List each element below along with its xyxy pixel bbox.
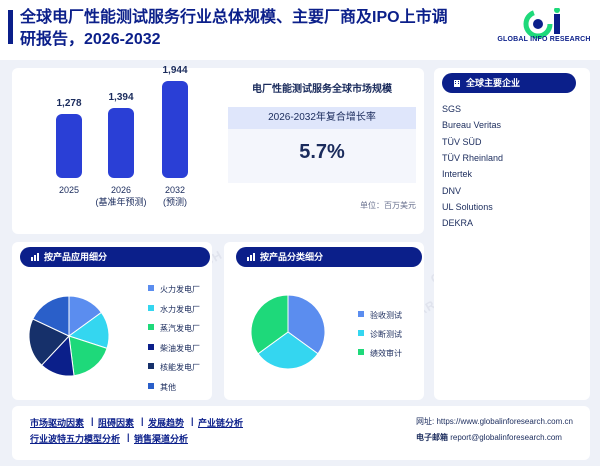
bar-2026	[108, 108, 134, 178]
bar-value-label: 1,394	[108, 92, 134, 104]
company-logo	[523, 8, 560, 39]
legend-label: 火力发电厂	[160, 285, 200, 294]
market-title: 电厂性能测试服务全球市场规模	[252, 84, 392, 95]
bar-value-label: 1,278	[56, 98, 82, 110]
companies-panel	[434, 68, 590, 400]
legend-swatch	[148, 363, 154, 369]
bar-2032	[162, 80, 188, 178]
email-row: 电子邮箱 report@globalinforesearch.com	[416, 432, 562, 443]
header: 全球电厂性能测试服务行业总体规模、主要厂商及IPO上市调研报告，2026-203…	[0, 0, 600, 60]
company-item: TÜV Rheinland	[442, 152, 504, 163]
product-title: 按产品分类细分	[260, 252, 324, 262]
legend-swatch	[148, 285, 154, 291]
legend-label: 诊断测试	[370, 330, 402, 339]
pie-slice	[68, 335, 108, 376]
legend-item: 验收测试	[358, 310, 402, 321]
company-item: DNV	[442, 185, 462, 196]
footer-panel	[12, 406, 590, 460]
companies-header: 全球主要企业	[442, 73, 576, 93]
legend-label: 柴油发电厂	[160, 343, 200, 353]
legend-swatch	[358, 349, 364, 355]
pie-slice	[28, 318, 70, 366]
companies-title: 全球主要企业	[466, 78, 521, 88]
application-title: 按产品应用细分	[44, 252, 108, 262]
legend-label: 绩效审计	[370, 349, 402, 358]
unit-label: 单位：百万美元	[360, 201, 416, 210]
legend-swatch	[358, 311, 364, 317]
link-underline	[148, 427, 184, 428]
legend-swatch	[358, 330, 364, 336]
link-separator: |	[141, 416, 144, 426]
link-underline	[30, 443, 120, 444]
company-item: DEKRA	[442, 218, 474, 229]
footer-link[interactable]: 销售渠道分析	[134, 434, 189, 444]
company-item: Bureau Veritas	[442, 120, 502, 131]
website-text: 网址: https://www.globalinforesearch.com.c…	[416, 417, 573, 426]
bar-value-label: 1,944	[162, 64, 188, 76]
product-pie-chart	[250, 294, 326, 370]
company-item: TÜV SÜD	[442, 136, 482, 147]
chart-icon	[31, 253, 39, 261]
pie-slice	[250, 294, 289, 355]
footer-link[interactable]: 行业波特五力模型分析	[30, 434, 121, 444]
email-text: report@globalinforesearch.com	[450, 433, 562, 442]
footer-link[interactable]: 发展趋势	[148, 418, 185, 428]
legend-item: 蒸汽发电厂	[148, 323, 200, 334]
footer-link[interactable]: 产业链分析	[198, 418, 244, 428]
company-item: SGS	[442, 104, 462, 114]
legend-label: 其他	[160, 382, 176, 392]
bar-category-label: 2025	[58, 185, 80, 195]
building-icon	[454, 80, 460, 87]
legend-item: 水力发电厂	[148, 304, 200, 315]
legend-item: 诊断测试	[358, 329, 402, 340]
email-label: 电子邮箱	[416, 433, 448, 442]
legend-item: 柴油发电厂	[148, 343, 200, 354]
pie-slice	[32, 296, 70, 337]
application-header: 按产品应用细分	[20, 247, 210, 267]
link-separator: |	[127, 432, 130, 442]
title-accent-bar	[8, 10, 13, 44]
pie-slice	[257, 331, 319, 370]
link-underline	[198, 427, 243, 428]
bar-2025	[56, 114, 82, 178]
legend-swatch	[148, 343, 154, 350]
cagr-value: 5.7%	[299, 141, 345, 163]
legend-swatch	[148, 382, 154, 389]
pie-slice	[287, 294, 326, 355]
bar-sublabel: (基准年预测)	[95, 197, 147, 207]
page-title: 全球电厂性能测试服务行业总体规模、主要厂商及IPO上市调研报告，2026-203…	[20, 9, 448, 48]
link-separator: |	[191, 416, 194, 426]
legend-label: 验收测试	[370, 311, 402, 320]
bar-category-label: 2032	[164, 185, 186, 195]
legend-item: 核能发电厂	[148, 362, 200, 373]
chart-icon	[247, 253, 255, 261]
product-header: 按产品分类细分	[236, 247, 422, 267]
legend-swatch	[148, 304, 154, 311]
footer-link[interactable]: 阻碍因素	[98, 418, 135, 428]
application-pie-chart	[28, 296, 110, 376]
legend-swatch	[148, 324, 154, 330]
link-underline	[30, 427, 84, 428]
legend-label: 核能发电厂	[160, 363, 200, 372]
company-item: UL Solutions	[442, 201, 493, 212]
legend-item: 绩效审计	[358, 348, 402, 359]
link-separator: |	[91, 416, 94, 426]
legend-label: 水力发电厂	[160, 304, 200, 314]
bar-sublabel: (预测)	[163, 197, 187, 207]
link-underline	[98, 427, 134, 428]
link-underline	[134, 443, 188, 444]
legend-label: 蒸汽发电厂	[160, 324, 200, 333]
legend-item: 其他	[148, 382, 176, 393]
logo-text: GLOBAL INFO RESEARCH	[497, 36, 591, 43]
company-item: Intertek	[442, 169, 473, 180]
footer-link[interactable]: 市场驱动因素	[30, 418, 85, 428]
legend-item: 火力发电厂	[148, 284, 200, 295]
cagr-label: 2026-2032年复合增长率	[228, 107, 416, 129]
bar-category-label: 2026	[110, 185, 132, 195]
cagr-area	[228, 129, 416, 183]
